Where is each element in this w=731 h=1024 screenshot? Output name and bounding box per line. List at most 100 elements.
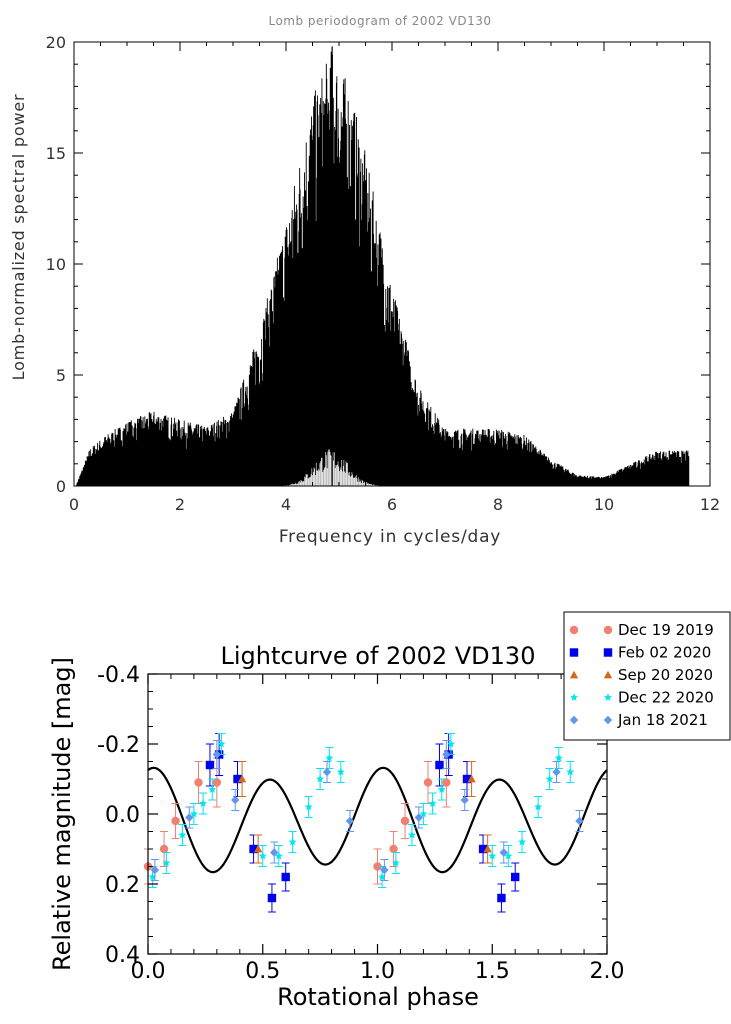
legend-marker-square — [569, 648, 579, 657]
lightcurve-point-star — [189, 809, 198, 818]
periodogram-spectrum-core — [76, 289, 689, 486]
lightcurve-y-tick-label: 0.0 — [105, 803, 140, 828]
lightcurve-y-tick-label: -0.2 — [97, 733, 140, 758]
lightcurve-point-circle — [143, 862, 153, 871]
lightcurve-point-square — [497, 893, 506, 903]
legend-marker-circle — [603, 625, 613, 635]
periodogram-x-tick-label: 0 — [69, 495, 79, 514]
periodogram-x-axis-label: Frequency in cycles/day — [279, 527, 501, 547]
periodogram-x-tick-label: 10 — [594, 495, 614, 514]
lightcurve-y-tick-label: 0.4 — [105, 943, 140, 968]
lightcurve-point-star — [217, 739, 226, 748]
lightcurve-point-star — [148, 872, 157, 881]
lightcurve-point-star — [566, 767, 575, 776]
lightcurve-point-diamond — [575, 816, 584, 826]
lightcurve-point-square — [205, 760, 215, 770]
lightcurve-point-star — [504, 851, 513, 860]
lightcurve-point-star — [162, 858, 171, 867]
lightcurve-point-diamond — [212, 750, 222, 759]
lightcurve-x-tick-label: 2.0 — [590, 959, 625, 984]
periodogram-x-tick-label: 8 — [493, 495, 503, 514]
periodogram-x-tick-label: 2 — [175, 495, 185, 514]
lightcurve-point-diamond — [442, 750, 451, 759]
legend-marker-square — [603, 648, 613, 657]
lightcurve-point-diamond — [150, 865, 160, 875]
legend-box — [563, 611, 731, 741]
lightcurve-point-circle — [400, 816, 410, 826]
periodogram-chart: Lomb periodogram of 2002 VD130 0 2 4 6 8 10 12… — [9, 14, 720, 547]
lightcurve-point-star — [288, 837, 297, 846]
lightcurve-point-star — [208, 785, 217, 793]
lightcurve-point-star — [554, 753, 563, 762]
lightcurve-point-star — [378, 872, 387, 881]
lightcurve-y-tick-label: 0.2 — [105, 873, 140, 898]
lightcurve-point-square — [444, 750, 453, 759]
lightcurve-point-star — [446, 739, 455, 748]
lightcurve-point-diamond — [380, 865, 389, 875]
legend-label: Dec 19 2019 — [618, 621, 714, 639]
lightcurve-point-star — [534, 802, 543, 811]
lightcurve-point-star — [488, 851, 497, 860]
lightcurve-point-triangle — [253, 844, 263, 853]
periodogram-x-tick-label: 12 — [700, 495, 720, 514]
lightcurve-point-diamond — [552, 767, 561, 777]
periodogram-y-tick-label: 0 — [56, 477, 66, 496]
lightcurve-point-circle — [423, 778, 433, 787]
periodogram-x-tick-label: 4 — [281, 495, 291, 514]
periodogram-y-tick-label: 20 — [46, 33, 66, 52]
lightcurve-point-diamond — [231, 795, 240, 805]
lightcurve-y-tick-label: -0.4 — [97, 663, 140, 688]
lightcurve-point-star — [419, 809, 428, 818]
legend-label: Feb 02 2020 — [618, 644, 711, 662]
legend-marker-triangle — [603, 670, 613, 679]
periodogram-y-tick-label: 10 — [46, 255, 66, 274]
lightcurve-point-diamond — [345, 816, 355, 826]
lightcurve-legend: Dec 19 2019 Feb 02 2020 Sep 20 2020 Dec 22 … — [563, 611, 731, 741]
lightcurve-point-circle — [171, 816, 180, 826]
lightcurve-point-square — [267, 893, 277, 903]
lightcurve-point-star — [178, 830, 187, 839]
lightcurve-x-tick-label: 0.0 — [131, 959, 166, 984]
lightcurve-point-diamond — [185, 813, 194, 822]
lightcurve-point-star — [336, 767, 345, 776]
legend-marker-triangle — [569, 670, 579, 679]
lightcurve-title: Lightcurve of 2002 VD130 — [221, 642, 536, 670]
lightcurve-point-diamond — [270, 848, 279, 857]
lightcurve-x-tick-label: 1.0 — [360, 959, 395, 984]
periodogram-x-tick-label: 6 — [387, 495, 397, 514]
lightcurve-point-circle — [212, 778, 222, 787]
lightcurve-point-circle — [194, 778, 203, 787]
legend-label: Jan 18 2021 — [617, 711, 708, 729]
lightcurve-point-diamond — [460, 795, 469, 805]
lightcurve-point-square — [435, 760, 444, 770]
lightcurve-x-tick-label: 1.5 — [475, 959, 510, 984]
lightcurve-fit-curve — [147, 766, 608, 874]
lightcurve-point-triangle — [467, 774, 476, 783]
lightcurve-point-square — [478, 844, 488, 854]
lightcurve-point-circle — [373, 862, 382, 871]
lightcurve-point-diamond — [322, 767, 332, 777]
legend-label: Sep 20 2020 — [618, 666, 713, 684]
lightcurve-point-diamond — [499, 848, 508, 857]
lightcurve-y-axis-label: Relative magnitude [mag] — [48, 657, 76, 971]
lightcurve-point-square — [214, 750, 224, 759]
lightcurve-point-square — [281, 872, 290, 882]
lightcurve-point-triangle — [237, 774, 247, 783]
periodogram-y-tick-label: 15 — [46, 144, 66, 163]
lightcurve-point-star — [199, 799, 208, 807]
lightcurve-x-axis-label: Rotational phase — [277, 983, 479, 1011]
lightcurve-point-star — [316, 774, 325, 783]
lightcurve-point-star — [407, 830, 416, 839]
lightcurve-point-square — [249, 844, 258, 854]
lightcurve-point-star — [258, 851, 267, 860]
legend-marker-circle — [569, 625, 579, 635]
lightcurve-point-star — [304, 802, 313, 811]
lightcurve-point-star — [274, 851, 283, 860]
lightcurve-point-square — [462, 774, 472, 784]
lightcurve-point-star — [325, 753, 334, 762]
lightcurve-point-star — [428, 799, 437, 807]
legend-label: Dec 22 2020 — [618, 689, 714, 707]
lightcurve-point-square — [511, 872, 520, 882]
lightcurve-plot-frame — [147, 673, 608, 955]
legend-marker-star — [604, 693, 612, 701]
